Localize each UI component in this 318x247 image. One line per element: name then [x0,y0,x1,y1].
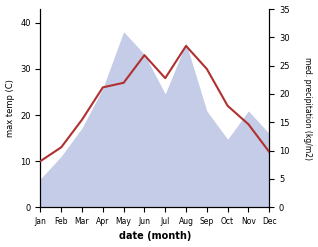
Y-axis label: max temp (C): max temp (C) [5,79,15,137]
Y-axis label: med. precipitation (kg/m2): med. precipitation (kg/m2) [303,57,313,160]
X-axis label: date (month): date (month) [119,231,191,242]
